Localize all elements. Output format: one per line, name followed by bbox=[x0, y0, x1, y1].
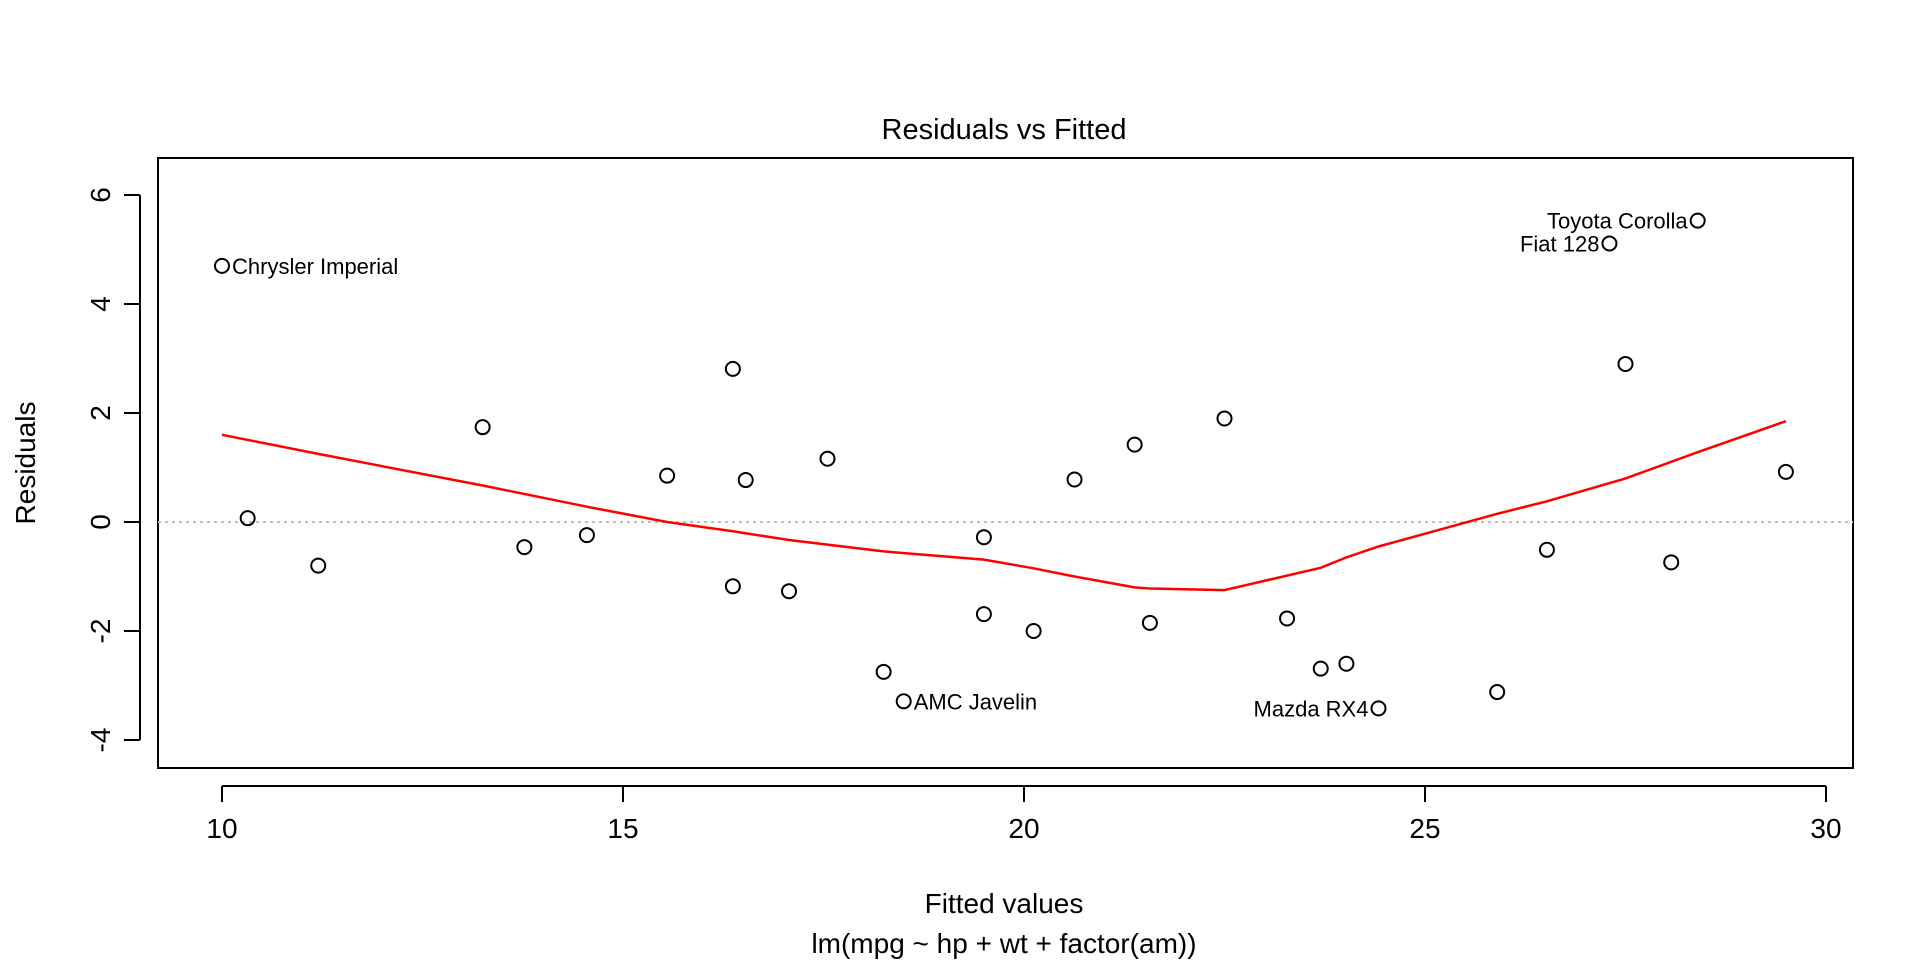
data-point bbox=[1216, 410, 1233, 427]
data-point bbox=[895, 693, 912, 710]
data-point bbox=[578, 527, 595, 544]
data-point bbox=[659, 467, 676, 484]
data-point bbox=[975, 529, 992, 546]
data-point bbox=[1777, 463, 1794, 480]
y-axis-title: Residuals bbox=[10, 402, 41, 525]
x-axis-subtitle: lm(mpg ~ hp + wt + factor(am)) bbox=[811, 928, 1196, 959]
data-point bbox=[310, 557, 327, 574]
data-point bbox=[1663, 554, 1680, 571]
point-label: Fiat 128 bbox=[1520, 232, 1600, 257]
data-point bbox=[781, 583, 798, 600]
y-axis: -4 -2 0 2 4 6 bbox=[85, 187, 141, 753]
y-tick-label: -4 bbox=[85, 728, 116, 753]
data-point bbox=[724, 578, 741, 595]
data-point bbox=[724, 360, 741, 377]
points-group bbox=[214, 212, 1794, 717]
data-point bbox=[1489, 684, 1506, 701]
data-point bbox=[1601, 235, 1618, 252]
data-point bbox=[1370, 700, 1387, 717]
data-point bbox=[1141, 614, 1158, 631]
point-label: AMC Javelin bbox=[914, 689, 1037, 714]
point-label: Chrysler Imperial bbox=[232, 254, 398, 279]
data-point bbox=[1066, 471, 1083, 488]
data-point bbox=[1689, 212, 1706, 229]
data-point bbox=[1279, 610, 1296, 627]
y-tick-label: -2 bbox=[85, 619, 116, 644]
data-point bbox=[1617, 355, 1634, 372]
x-tick-label: 30 bbox=[1810, 813, 1841, 844]
x-tick-label: 15 bbox=[607, 813, 638, 844]
x-axis: 10 15 20 25 30 bbox=[206, 785, 1842, 844]
data-point bbox=[1025, 623, 1042, 639]
data-point bbox=[474, 419, 491, 436]
data-point bbox=[737, 472, 754, 489]
x-axis-title: Fitted values bbox=[925, 888, 1084, 919]
data-point bbox=[1338, 655, 1355, 672]
data-point bbox=[1538, 541, 1555, 558]
x-tick-label: 25 bbox=[1409, 813, 1440, 844]
y-tick-label: 6 bbox=[85, 187, 116, 203]
point-labels-group: Chrysler Imperial AMC Javelin Mazda RX4 Fia… bbox=[232, 209, 1688, 722]
y-tick-label: 0 bbox=[85, 514, 116, 530]
smooth-line bbox=[221, 420, 1787, 592]
plot-frame bbox=[157, 157, 1854, 769]
data-point bbox=[1126, 436, 1143, 453]
x-tick-label: 10 bbox=[206, 813, 237, 844]
y-tick-label: 2 bbox=[85, 405, 116, 421]
data-point bbox=[516, 539, 533, 556]
data-point bbox=[1312, 660, 1329, 677]
x-tick-label: 20 bbox=[1008, 813, 1039, 844]
data-point bbox=[214, 257, 230, 274]
point-label: Toyota Corolla bbox=[1547, 209, 1688, 234]
y-tick-label: 4 bbox=[85, 296, 116, 312]
data-point bbox=[819, 450, 836, 467]
data-point bbox=[975, 606, 992, 623]
smooth-line-group bbox=[221, 420, 1787, 592]
point-label: Mazda RX4 bbox=[1254, 696, 1369, 721]
data-point bbox=[239, 510, 256, 527]
chart-title: Residuals vs Fitted bbox=[882, 114, 1127, 146]
data-point bbox=[875, 663, 892, 680]
